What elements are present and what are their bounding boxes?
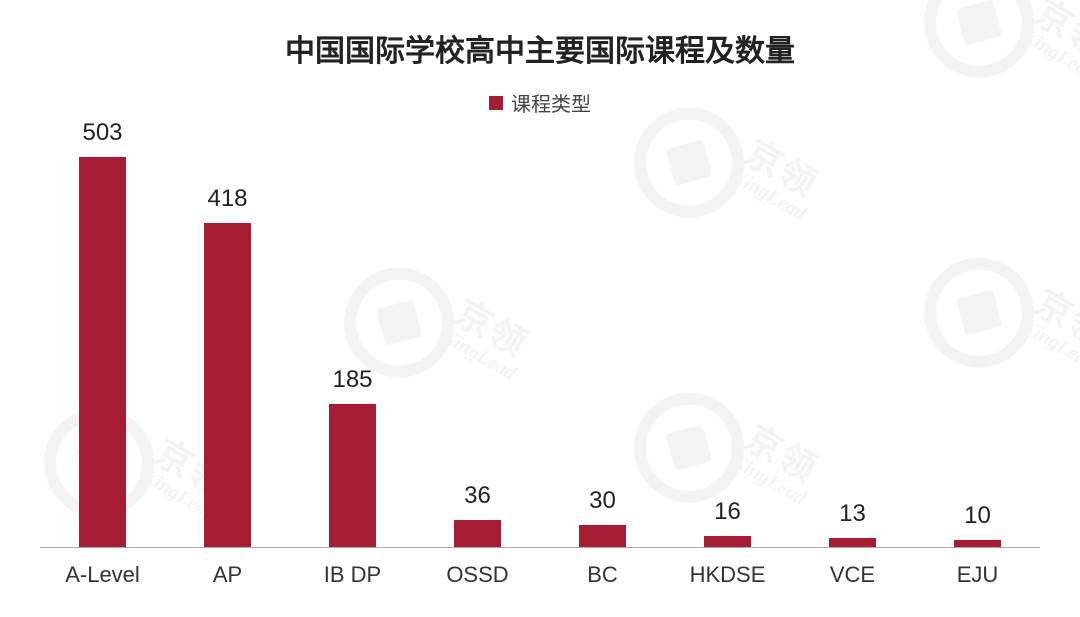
x-axis-line xyxy=(40,547,1040,548)
x-axis-label: BC xyxy=(540,562,665,588)
x-axis-label: A-Level xyxy=(40,562,165,588)
bar-chart: 京领KingLead京领KingLead京领KingLead京领KingLead… xyxy=(0,0,1080,608)
x-axis-label: HKDSE xyxy=(665,562,790,588)
bar-rect xyxy=(204,223,252,548)
bar-slot: 185 xyxy=(290,366,415,548)
bar-value-label: 36 xyxy=(464,482,491,510)
bar-rect xyxy=(329,404,377,548)
bar-value-label: 503 xyxy=(82,119,122,147)
plot-area: 503 418 185 36 30 16 13 10 xyxy=(40,120,1040,548)
bar-slot: 36 xyxy=(415,482,540,548)
bar-slot: 16 xyxy=(665,498,790,548)
bar-value-label: 30 xyxy=(589,487,616,515)
bar-slot: 13 xyxy=(790,500,915,548)
x-axis-label: IB DP xyxy=(290,562,415,588)
bar-rect xyxy=(454,520,502,548)
legend-label: 课程类型 xyxy=(511,88,591,117)
x-axis-label: VCE xyxy=(790,562,915,588)
bar-value-label: 418 xyxy=(207,185,247,213)
bars-group: 503 418 185 36 30 16 13 10 xyxy=(40,120,1040,548)
x-axis-label: OSSD xyxy=(415,562,540,588)
x-axis-label: EJU xyxy=(915,562,1040,588)
bar-rect xyxy=(579,525,627,548)
bar-value-label: 13 xyxy=(839,500,866,528)
chart-title: 中国国际学校高中主要国际课程及数量 xyxy=(30,26,1050,70)
bar-slot: 418 xyxy=(165,185,290,548)
bar-slot: 10 xyxy=(915,502,1040,548)
bar-slot: 503 xyxy=(40,119,165,548)
bar-rect xyxy=(79,157,127,548)
bar-value-label: 185 xyxy=(332,366,372,394)
legend: 课程类型 xyxy=(30,88,1050,117)
bar-value-label: 10 xyxy=(964,502,991,530)
x-axis-labels: A-LevelAPIB DPOSSDBCHKDSEVCEEJU xyxy=(40,562,1040,588)
legend-swatch xyxy=(489,96,503,110)
bar-slot: 30 xyxy=(540,487,665,548)
x-axis-label: AP xyxy=(165,562,290,588)
bar-value-label: 16 xyxy=(714,498,741,526)
